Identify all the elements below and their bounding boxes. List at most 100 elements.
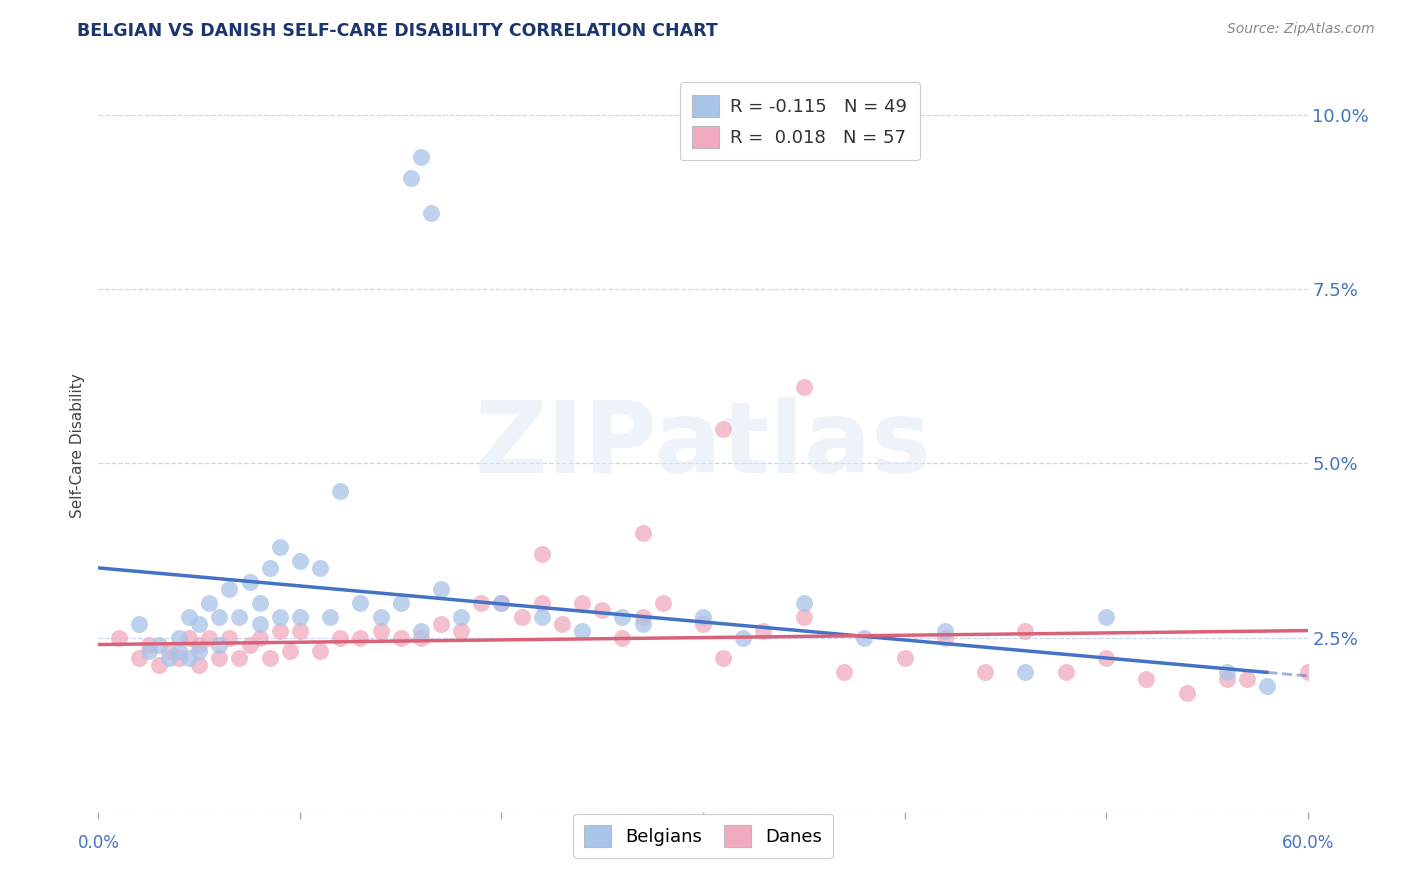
Point bbox=[249, 596, 271, 610]
Point bbox=[631, 616, 654, 631]
Point bbox=[288, 624, 311, 638]
Point bbox=[752, 624, 775, 638]
Point bbox=[198, 631, 221, 645]
Point bbox=[530, 609, 553, 624]
Point bbox=[1216, 665, 1239, 680]
Point bbox=[128, 616, 150, 631]
Point bbox=[853, 631, 876, 645]
Point bbox=[1256, 679, 1278, 693]
Point bbox=[1135, 673, 1157, 687]
Point bbox=[239, 574, 262, 589]
Point bbox=[510, 609, 533, 624]
Point bbox=[208, 651, 231, 665]
Point bbox=[1095, 651, 1118, 665]
Text: Source: ZipAtlas.com: Source: ZipAtlas.com bbox=[1227, 22, 1375, 37]
Point bbox=[269, 540, 291, 554]
Point bbox=[288, 554, 311, 568]
Point bbox=[278, 644, 301, 658]
Point bbox=[370, 609, 392, 624]
Point bbox=[591, 603, 613, 617]
Point bbox=[934, 631, 956, 645]
Point bbox=[167, 644, 190, 658]
Point bbox=[309, 644, 332, 658]
Text: 0.0%: 0.0% bbox=[77, 834, 120, 852]
Point bbox=[631, 526, 654, 541]
Point bbox=[218, 631, 240, 645]
Point bbox=[1236, 673, 1258, 687]
Point bbox=[571, 624, 593, 638]
Point bbox=[692, 609, 714, 624]
Point bbox=[651, 596, 673, 610]
Point bbox=[269, 609, 291, 624]
Point bbox=[430, 582, 453, 596]
Point bbox=[128, 651, 150, 665]
Point bbox=[208, 638, 231, 652]
Point bbox=[631, 609, 654, 624]
Point bbox=[148, 658, 170, 673]
Point bbox=[530, 596, 553, 610]
Point bbox=[188, 638, 211, 652]
Point bbox=[309, 561, 332, 575]
Point bbox=[733, 631, 755, 645]
Point bbox=[370, 624, 392, 638]
Point bbox=[612, 609, 634, 624]
Point bbox=[329, 631, 352, 645]
Point bbox=[228, 651, 250, 665]
Point bbox=[188, 644, 211, 658]
Point bbox=[1095, 609, 1118, 624]
Point bbox=[188, 616, 211, 631]
Point bbox=[450, 624, 472, 638]
Point bbox=[612, 631, 634, 645]
Point bbox=[349, 596, 371, 610]
Point bbox=[974, 665, 997, 680]
Point bbox=[893, 651, 915, 665]
Point bbox=[1216, 673, 1239, 687]
Point bbox=[793, 596, 815, 610]
Point bbox=[288, 609, 311, 624]
Point bbox=[107, 631, 129, 645]
Point bbox=[249, 616, 271, 631]
Point bbox=[218, 582, 240, 596]
Point bbox=[430, 616, 453, 631]
Point bbox=[1054, 665, 1077, 680]
Legend: Belgians, Danes: Belgians, Danes bbox=[572, 814, 834, 857]
Point bbox=[491, 596, 513, 610]
Point bbox=[138, 644, 160, 658]
Point bbox=[198, 596, 221, 610]
Point bbox=[1175, 686, 1198, 700]
Point bbox=[269, 624, 291, 638]
Point bbox=[249, 631, 271, 645]
Point bbox=[138, 638, 160, 652]
Point bbox=[319, 609, 342, 624]
Point bbox=[711, 651, 734, 665]
Point bbox=[259, 561, 281, 575]
Point bbox=[450, 609, 472, 624]
Text: BELGIAN VS DANISH SELF-CARE DISABILITY CORRELATION CHART: BELGIAN VS DANISH SELF-CARE DISABILITY C… bbox=[77, 22, 718, 40]
Point bbox=[409, 624, 432, 638]
Text: ZIPatlas: ZIPatlas bbox=[475, 398, 931, 494]
Text: 60.0%: 60.0% bbox=[1281, 834, 1334, 852]
Point bbox=[167, 631, 190, 645]
Point bbox=[692, 616, 714, 631]
Point bbox=[551, 616, 574, 631]
Point bbox=[1014, 624, 1036, 638]
Point bbox=[399, 170, 422, 185]
Point bbox=[389, 596, 412, 610]
Point bbox=[1014, 665, 1036, 680]
Point bbox=[409, 631, 432, 645]
Point bbox=[349, 631, 371, 645]
Point bbox=[1296, 665, 1319, 680]
Point bbox=[179, 651, 201, 665]
Point bbox=[157, 644, 180, 658]
Point bbox=[179, 609, 201, 624]
Point bbox=[530, 547, 553, 561]
Point bbox=[167, 651, 190, 665]
Point bbox=[793, 609, 815, 624]
Point bbox=[228, 609, 250, 624]
Point bbox=[420, 205, 443, 219]
Point bbox=[208, 609, 231, 624]
Point bbox=[389, 631, 412, 645]
Y-axis label: Self-Care Disability: Self-Care Disability bbox=[70, 374, 86, 518]
Point bbox=[571, 596, 593, 610]
Point bbox=[239, 638, 262, 652]
